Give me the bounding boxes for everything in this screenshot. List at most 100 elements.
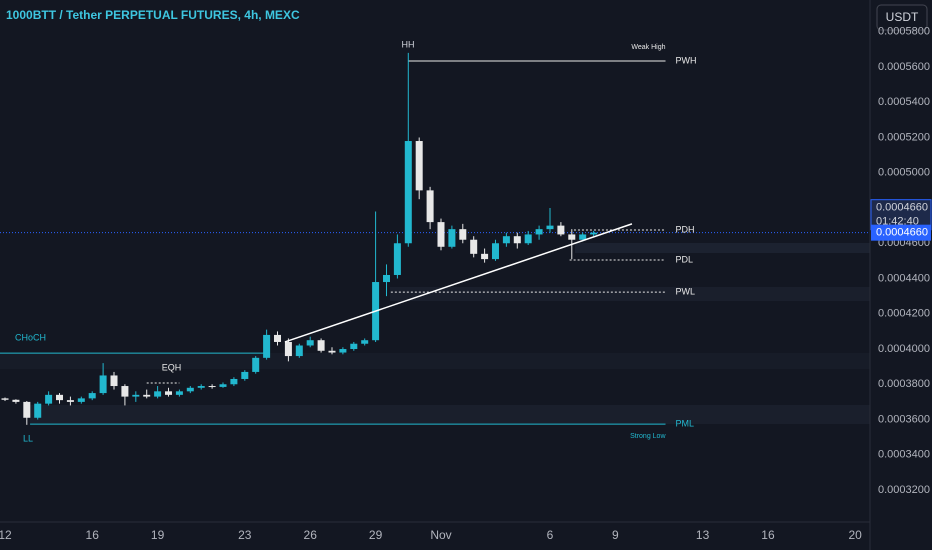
candle-body	[415, 141, 423, 191]
candle-body	[45, 394, 53, 404]
candle-body	[175, 391, 183, 395]
candle-body	[481, 253, 489, 260]
candle-body	[284, 341, 292, 357]
trend-line	[284, 223, 633, 343]
zone	[0, 353, 870, 369]
countdown-label: 01:42:40	[876, 216, 919, 228]
candle-body	[12, 399, 20, 402]
y-tick-label: 0.0005600	[878, 61, 930, 73]
candle-body	[165, 391, 173, 395]
candle-body	[557, 225, 565, 235]
y-tick-label: 0.0005000	[878, 167, 930, 179]
candle-body	[426, 190, 434, 223]
candle-body	[274, 334, 282, 342]
x-tick-label: Nov	[430, 528, 451, 542]
candle-body	[382, 274, 390, 283]
candle-body	[491, 243, 499, 260]
y-tick-label: 0.0003400	[878, 449, 930, 461]
candle-body	[56, 394, 64, 401]
candle-body	[252, 357, 260, 372]
candle-body	[513, 236, 521, 244]
level-label: PDH	[676, 224, 695, 234]
x-tick-label: 26	[304, 528, 318, 542]
candle-body	[306, 340, 314, 346]
candle-body	[143, 394, 151, 397]
x-tick-label: 13	[696, 528, 710, 542]
candle-body	[208, 386, 216, 388]
plot	[0, 52, 870, 425]
candle-body	[99, 375, 107, 394]
price-tag-label: 0.0004660	[876, 202, 928, 214]
candle-body	[328, 350, 336, 353]
y-tick-label: 0.0004400	[878, 272, 930, 284]
candle-body	[393, 243, 401, 275]
candle-body	[121, 386, 129, 397]
x-tick-label: 6	[547, 528, 554, 542]
candle-body	[295, 345, 303, 357]
candle-body	[219, 384, 227, 387]
level-label: PWH	[676, 55, 697, 65]
swing-high-label: HH	[402, 39, 415, 49]
candle-body	[66, 400, 74, 402]
candle-body	[590, 232, 598, 235]
x-tick-label: 20	[848, 528, 862, 542]
candle-body	[186, 387, 194, 392]
last-price-tag	[871, 224, 931, 241]
structure-label: CHoCH	[15, 332, 46, 342]
currency-button[interactable]	[876, 4, 928, 31]
x-tick-label: 29	[369, 528, 383, 542]
candle-body	[241, 371, 249, 379]
candle-body	[524, 234, 532, 244]
zone	[575, 243, 870, 253]
x-tick-label: 12	[0, 528, 12, 542]
swing-low-label: LL	[23, 433, 33, 443]
candle-body	[88, 393, 96, 399]
level-tag: Strong Low	[630, 433, 666, 440]
candle-body	[197, 386, 205, 388]
candle-body	[132, 394, 140, 397]
candle-body	[448, 229, 456, 247]
zone	[390, 287, 870, 301]
candle-body	[470, 239, 478, 254]
candle-body	[110, 375, 118, 387]
y-tick-label: 0.0004200	[878, 308, 930, 320]
candle-body	[350, 343, 358, 350]
x-tick-label: 19	[151, 528, 165, 542]
y-tick-label: 0.0005200	[878, 131, 930, 143]
x-tick-label: 16	[761, 528, 775, 542]
x-tick-label: 9	[612, 528, 619, 542]
y-tick-label: 0.0003200	[878, 484, 930, 496]
level-tag: Weak High	[631, 44, 665, 51]
candle-body	[568, 234, 576, 240]
candle-body	[459, 229, 467, 240]
candle-body	[404, 141, 412, 244]
structure-label: EQH	[162, 362, 182, 372]
currency-label[interactable]: USDT	[886, 10, 919, 24]
candle-body	[263, 334, 271, 358]
candle-body	[502, 236, 510, 244]
chart-title: 1000BTT / Tether PERPETUAL FUTURES, 4h, …	[6, 8, 300, 22]
y-tick-label: 0.0003800	[878, 378, 930, 390]
candle-body	[361, 340, 369, 344]
candle-body	[317, 340, 325, 351]
level-label: PWL	[676, 286, 696, 296]
x-tick-label: 16	[86, 528, 100, 542]
candle-body	[154, 391, 162, 397]
level-label: PDL	[676, 254, 694, 264]
level-label: PML	[676, 418, 695, 428]
candle-body	[34, 403, 42, 418]
last-price-label: 0.0004660	[876, 227, 928, 239]
candle-body	[546, 225, 554, 230]
candle-body	[23, 401, 31, 418]
candle-body	[1, 398, 9, 400]
candle-body	[230, 378, 238, 385]
x-tick-label: 23	[238, 528, 252, 542]
zone	[30, 405, 870, 424]
candle-body	[535, 229, 543, 235]
y-tick-label: 0.0004000	[878, 343, 930, 355]
candle-body	[339, 349, 347, 353]
y-tick-label: 0.0003600	[878, 413, 930, 425]
